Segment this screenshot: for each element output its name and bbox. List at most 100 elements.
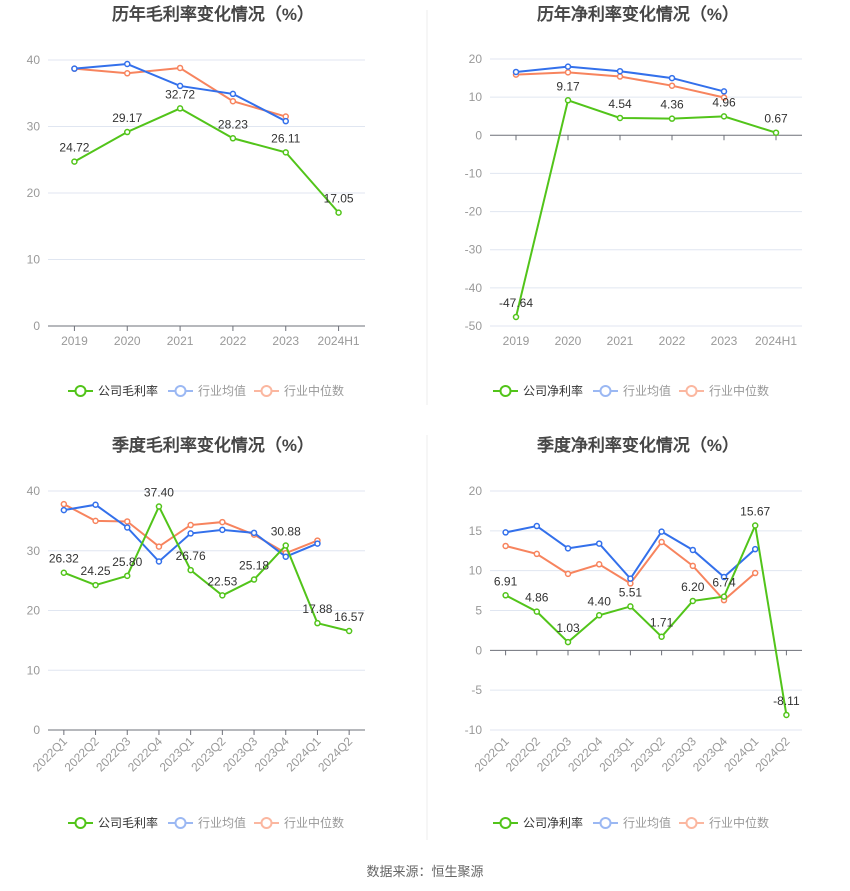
y-tick-label: 20 — [27, 186, 41, 200]
data-point — [92, 517, 99, 525]
data-point — [124, 524, 131, 531]
y-tick-label: -20 — [465, 205, 483, 219]
legend-item[interactable]: 行业中位数 — [679, 383, 769, 398]
data-point — [155, 558, 163, 565]
data-point — [282, 542, 289, 549]
data-label: 4.40 — [588, 594, 612, 608]
data-point — [616, 73, 624, 80]
data-label: 17.05 — [324, 192, 354, 206]
data-point — [229, 135, 237, 142]
chart-title: 季度净利率变化情况（%） — [537, 435, 739, 455]
legend-item[interactable]: 行业均值 — [593, 815, 671, 830]
data-point — [533, 522, 541, 530]
data-point — [187, 530, 194, 537]
data-label: 4.86 — [525, 591, 549, 605]
data-point — [187, 566, 194, 574]
legend-item[interactable]: 行业均值 — [168, 815, 246, 830]
legend-circle-icon — [599, 385, 612, 397]
data-point — [783, 711, 790, 719]
data-label: 5.51 — [619, 585, 643, 599]
data-point — [564, 69, 572, 76]
data-point — [512, 313, 520, 321]
chart-title: 历年毛利率变化情况（%） — [112, 4, 314, 24]
x-tick-label: 2019 — [61, 334, 88, 348]
data-point — [751, 569, 759, 577]
legend-item[interactable]: 行业均值 — [168, 383, 246, 398]
legend-circle-icon — [174, 385, 187, 397]
data-label: 25.80 — [112, 555, 142, 569]
data-label: -8.11 — [773, 694, 800, 708]
data-point — [124, 518, 131, 525]
y-tick-label: 15 — [469, 524, 483, 538]
data-label: 26.76 — [176, 549, 206, 563]
chart-title: 季度毛利率变化情况（%） — [112, 435, 314, 455]
legend-circle-icon — [499, 817, 512, 829]
data-point — [658, 538, 665, 546]
data-point — [627, 603, 634, 610]
data-point — [564, 63, 572, 70]
legend-label: 行业均值 — [198, 383, 246, 398]
legend-item[interactable]: 行业均值 — [593, 383, 671, 398]
x-tick-label: 2021 — [167, 334, 194, 348]
data-label: 9.17 — [556, 79, 580, 93]
legend-item[interactable]: 行业中位数 — [679, 815, 769, 830]
legend-label: 行业均值 — [623, 383, 671, 398]
y-tick-label: 10 — [469, 90, 483, 104]
legend-item[interactable]: 公司毛利率 — [68, 815, 158, 830]
data-label: 32.72 — [165, 87, 195, 101]
data-point — [689, 597, 697, 605]
data-point — [250, 529, 258, 537]
series-line-company — [73, 107, 340, 214]
y-tick-label: 0 — [475, 128, 482, 142]
y-tick-label: 10 — [27, 253, 41, 267]
data-label: 6.20 — [681, 580, 705, 594]
data-label: 6.74 — [712, 576, 736, 590]
data-label: 0.67 — [764, 112, 788, 126]
data-point — [668, 82, 676, 89]
data-point — [314, 619, 321, 627]
data-point — [176, 82, 184, 90]
data-point — [658, 633, 665, 640]
data-point — [282, 553, 289, 560]
data-point — [314, 540, 321, 547]
x-tick-label: 2024H1 — [755, 334, 797, 348]
data-label: 25.18 — [239, 559, 269, 573]
y-tick-label: -10 — [465, 723, 483, 737]
legend-circle-icon — [74, 817, 87, 829]
series-line-company — [515, 99, 777, 318]
x-tick-label: 2022 — [659, 334, 686, 348]
data-point — [176, 105, 184, 112]
x-tick-label: 2020 — [555, 334, 582, 348]
legend-item[interactable]: 行业中位数 — [254, 383, 344, 398]
data-point — [533, 608, 541, 615]
legend-item[interactable]: 公司净利率 — [493, 383, 583, 398]
data-label: 6.91 — [494, 574, 518, 588]
data-point — [720, 88, 728, 95]
data-point — [282, 117, 289, 125]
legend-circle-icon — [599, 817, 612, 829]
legend-item[interactable]: 公司净利率 — [493, 815, 583, 830]
legend-item[interactable]: 公司毛利率 — [68, 383, 158, 398]
y-tick-label: 5 — [475, 604, 482, 618]
legend-label: 行业中位数 — [709, 815, 769, 830]
data-label: 16.57 — [334, 610, 364, 624]
data-label: 30.88 — [271, 524, 301, 538]
data-point — [533, 550, 541, 558]
legend-label: 公司毛利率 — [98, 815, 158, 830]
series-line-company — [505, 522, 788, 716]
legend-item[interactable]: 行业中位数 — [254, 815, 344, 830]
chart-title: 历年净利率变化情况（%） — [537, 4, 739, 24]
data-point — [155, 503, 163, 510]
data-label: 1.71 — [650, 616, 674, 630]
y-tick-label: 20 — [469, 52, 483, 66]
chart-panel-1: 历年毛利率变化情况（%） 0 10 20 30 40 2019 2020 2021 2022 202… — [27, 4, 365, 398]
series-line-company — [63, 504, 350, 632]
y-tick-label: 10 — [27, 663, 41, 677]
legend-circle-icon — [260, 385, 273, 397]
data-point — [616, 114, 624, 122]
data-point — [627, 575, 634, 582]
data-point — [124, 60, 131, 68]
data-label: 4.54 — [608, 97, 632, 111]
data-label: 22.53 — [207, 574, 237, 588]
